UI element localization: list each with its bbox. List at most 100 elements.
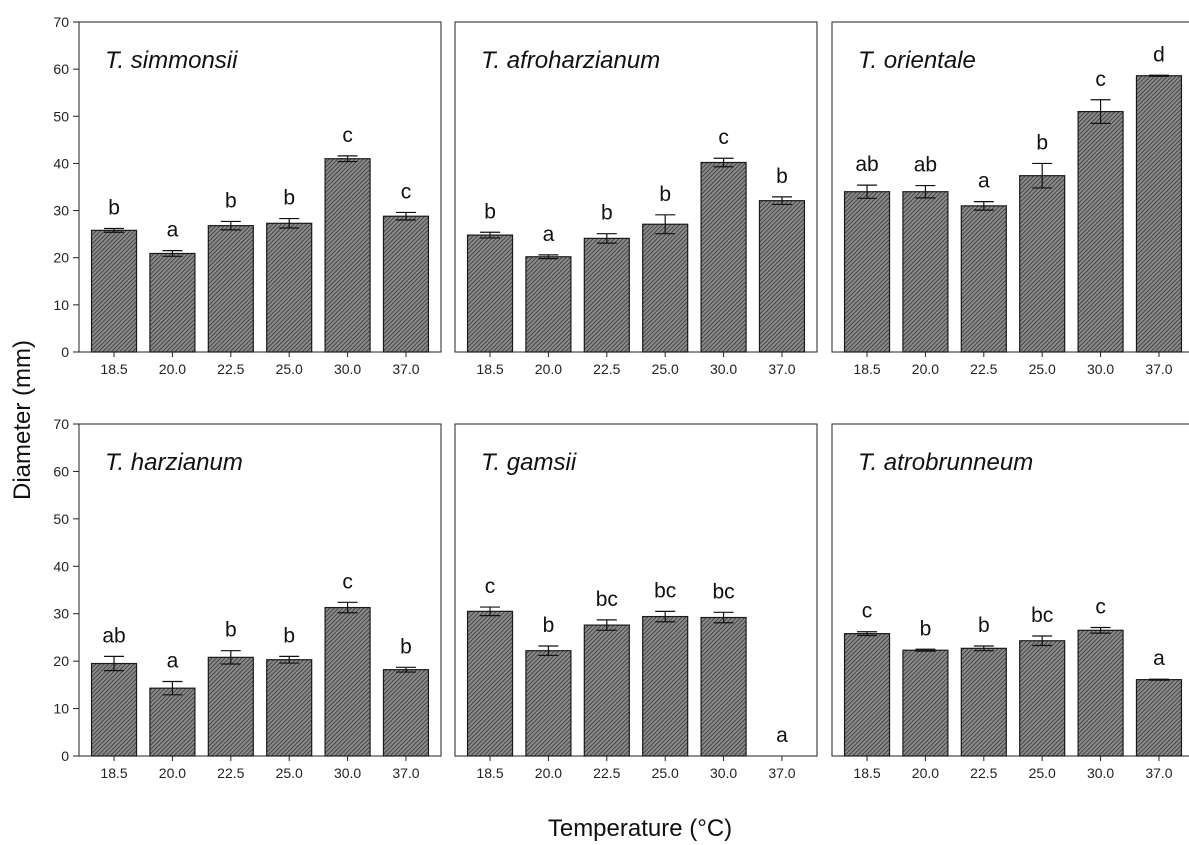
error-bar [596, 619, 617, 631]
significance-label: c [862, 600, 873, 623]
bar [642, 223, 689, 353]
error-bar [713, 157, 734, 168]
significance-label: bc [1031, 604, 1053, 627]
bar [902, 649, 949, 757]
significance-label: ab [855, 153, 878, 176]
bar [1019, 175, 1066, 353]
y-tick-label: 70 [53, 14, 69, 30]
bar [149, 687, 196, 757]
x-tick-label: 37.0 [392, 361, 419, 377]
significance-label: c [342, 124, 353, 147]
bar [266, 222, 313, 353]
x-axis-title: Temperature (°C) [548, 815, 732, 842]
significance-label: a [776, 724, 788, 747]
x-tick-label: 37.0 [1145, 765, 1172, 781]
x-tick-label: 22.5 [217, 765, 244, 781]
bar [583, 237, 630, 353]
y-tick-label: 10 [53, 701, 69, 717]
error-bar [279, 217, 300, 229]
error-bar [1090, 626, 1111, 634]
panel-title: T. orientale [858, 47, 976, 74]
y-tick-label: 60 [53, 463, 69, 479]
bar [700, 161, 747, 353]
x-tick-label: 22.5 [593, 765, 620, 781]
significance-label: a [543, 223, 555, 246]
error-bar [857, 631, 878, 637]
significance-label: b [108, 196, 120, 219]
error-bar [915, 184, 936, 199]
panel-frame [831, 21, 1189, 353]
panel-5: T. gamsii c 18.5 b 20.0 bc 22.5 bc 25.0 bc 30.0 a 37… [454, 423, 818, 781]
x-tick-label: 18.5 [100, 361, 127, 377]
bar [324, 158, 371, 353]
significance-label: bc [596, 588, 618, 611]
x-tick-label: 20.0 [535, 361, 562, 377]
error-bar [857, 184, 878, 199]
y-tick-label: 30 [53, 606, 69, 622]
bar [758, 200, 806, 353]
significance-label: d [1153, 43, 1165, 66]
significance-label: bc [712, 580, 734, 603]
significance-label: c [485, 575, 496, 598]
bar [960, 647, 1007, 757]
bar [382, 215, 430, 353]
x-tick-label: 18.5 [476, 361, 503, 377]
x-tick-label: 30.0 [334, 765, 361, 781]
x-tick-label: 25.0 [1029, 361, 1056, 377]
x-tick-label: 37.0 [1145, 361, 1172, 377]
y-tick-label: 40 [53, 558, 69, 574]
panel-4: 0 10 20 30 40 50 60 70 T. harzianum ab 18.5 a 20.0 b 2… [53, 416, 442, 781]
error-bar [104, 655, 125, 672]
bar [642, 615, 689, 757]
y-tick-label: 0 [61, 344, 69, 360]
significance-label: c [342, 570, 353, 593]
x-tick-label: 22.5 [970, 361, 997, 377]
x-tick-label: 25.0 [276, 361, 303, 377]
panel-title: T. gamsii [481, 449, 577, 476]
panel-2: T. afroharzianum b 18.5 a 20.0 b 22.5 b 25.0 c 30.… [454, 21, 818, 377]
x-tick-label: 30.0 [1087, 361, 1114, 377]
significance-label: ab [914, 154, 937, 177]
significance-label: c [1095, 68, 1106, 91]
error-bar [538, 645, 559, 657]
panel-frame [454, 423, 818, 757]
bar [466, 610, 514, 757]
error-bar [1148, 678, 1169, 681]
panel-1: 0 10 20 30 40 50 60 70 T. simmonsii b 18.5 a 20.0 b 22… [53, 14, 442, 377]
x-tick-label: 20.0 [159, 361, 186, 377]
panel-title: T. simmonsii [105, 47, 238, 74]
error-bar [104, 227, 125, 233]
x-tick-label: 22.5 [593, 361, 620, 377]
significance-label: b [920, 617, 932, 640]
x-tick-label: 20.0 [159, 765, 186, 781]
bar [843, 191, 891, 353]
panel-title: T. atrobrunneum [858, 449, 1033, 476]
y-tick-label: 20 [53, 250, 69, 266]
bar [466, 234, 514, 353]
y-tick-label: 10 [53, 297, 69, 313]
significance-label: b [601, 202, 613, 225]
error-bar [162, 250, 183, 257]
y-tick-label: 40 [53, 155, 69, 171]
panel-frame [454, 21, 818, 353]
error-bar [395, 211, 416, 221]
error-bar [973, 201, 994, 211]
x-tick-label: 25.0 [652, 361, 679, 377]
y-tick-label: 70 [53, 416, 69, 432]
bar [525, 256, 572, 353]
error-bar [1148, 74, 1169, 77]
y-tick-label: 20 [53, 653, 69, 669]
x-tick-label: 37.0 [768, 765, 795, 781]
significance-label: a [978, 170, 990, 193]
bar [90, 229, 138, 353]
bar [525, 650, 572, 757]
y-axis-title: Diameter (mm) [9, 340, 36, 500]
error-bar [1032, 635, 1053, 647]
x-tick-label: 25.0 [276, 765, 303, 781]
bar [149, 252, 196, 353]
error-bar [337, 601, 358, 614]
significance-label: c [1095, 595, 1106, 618]
y-tick-label: 0 [61, 748, 69, 764]
bar [266, 659, 313, 757]
error-bar [1090, 99, 1111, 124]
